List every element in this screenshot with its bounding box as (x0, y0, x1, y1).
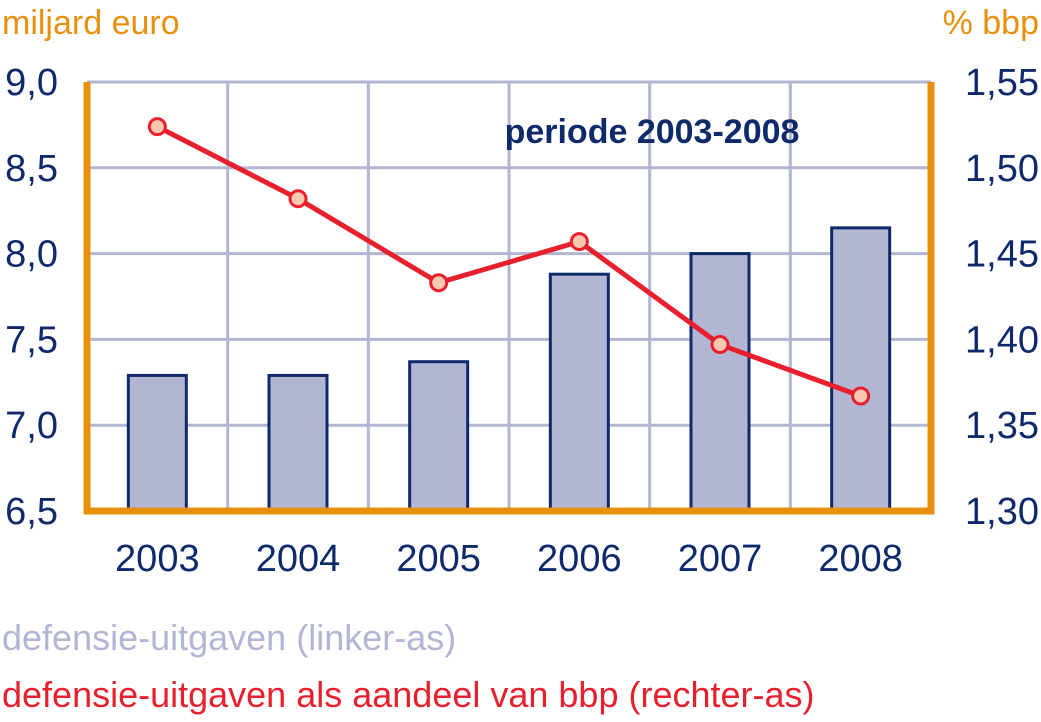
bar (689, 252, 751, 513)
bar (548, 272, 610, 513)
right-tick-label: 1,40 (965, 319, 1039, 361)
left-axis-label: miljard euro (2, 4, 180, 42)
x-tick-label: 2007 (678, 538, 763, 580)
legend-item-bar-series: defensie-uitgaven (linker-as) (2, 617, 457, 658)
x-tick-label: 2008 (818, 538, 903, 580)
right-tick-label: 1,30 (965, 491, 1039, 533)
x-tick-label: 2003 (115, 538, 200, 580)
left-tick-label: 8,0 (5, 234, 58, 276)
bar (267, 373, 329, 513)
right-tick-label: 1,55 (965, 62, 1039, 104)
right-tick-label: 1,45 (965, 234, 1039, 276)
bar (408, 360, 470, 513)
tick-labels: 6,5 7,0 7,5 8,0 8,5 9,0 1,30 1,35 1,40 1,45 1,50 1,… (5, 62, 1039, 580)
line-point (569, 232, 589, 252)
line-point (429, 273, 449, 293)
left-tick-label: 6,5 (5, 491, 58, 533)
left-tick-label: 7,5 (5, 319, 58, 361)
combo-chart: 6,5 7,0 7,5 8,0 8,5 9,0 1,30 1,35 1,40 1,45 1,50 1,… (2, 4, 1039, 580)
bar (126, 373, 188, 513)
right-tick-label: 1,50 (965, 148, 1039, 190)
line-point (147, 117, 167, 137)
line-series (147, 117, 871, 406)
x-tick-label: 2004 (256, 538, 341, 580)
right-axis-label: % bbp (943, 4, 1039, 42)
bar (830, 226, 892, 513)
x-tick-label: 2005 (396, 538, 481, 580)
right-tick-label: 1,35 (965, 405, 1039, 447)
x-tick-label: 2006 (537, 538, 622, 580)
line-point (710, 335, 730, 355)
line-point (288, 189, 308, 209)
chart-title: periode 2003-2008 (505, 113, 800, 151)
left-tick-label: 7,0 (5, 405, 58, 447)
grid-lines (87, 80, 931, 511)
series-line (156, 124, 862, 399)
left-tick-label: 9,0 (5, 62, 58, 104)
left-tick-label: 8,5 (5, 148, 58, 190)
line-point (851, 386, 871, 406)
axes (83, 82, 935, 515)
legend-item-line-series: defensie-uitgaven als aandeel van bbp (r… (2, 674, 815, 715)
